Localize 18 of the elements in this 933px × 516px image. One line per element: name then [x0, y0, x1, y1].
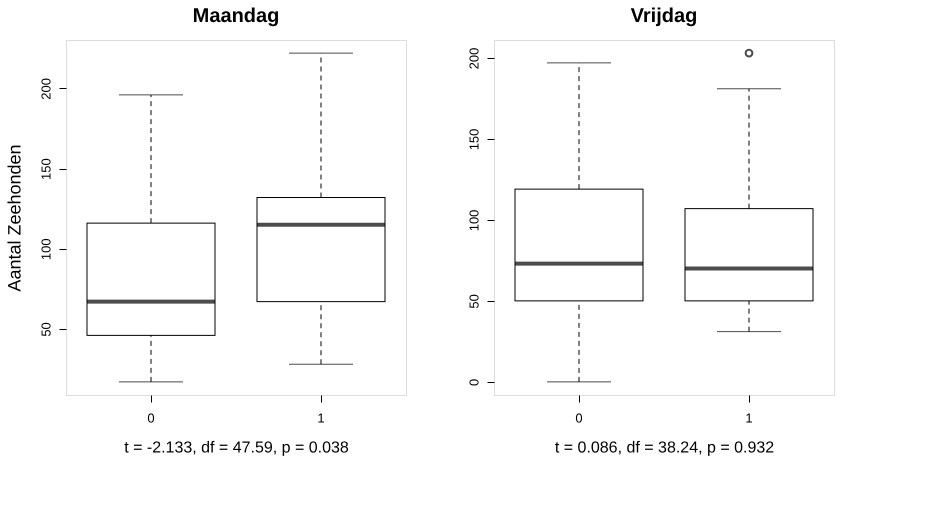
chart-title: Maandag [192, 5, 280, 27]
y-tick-label: 200 [38, 78, 54, 100]
chart-title: Vrijdag [630, 5, 698, 27]
y-tick-label: 100 [38, 238, 54, 260]
x-tick-label: 1 [745, 410, 753, 426]
x-axis-title: t = 0.086, df = 38.24, p = 0.932 [554, 440, 774, 456]
y-tick-label: 0 [466, 378, 482, 386]
x-axis-title: t = -2.133, df = 47.59, p = 0.038 [124, 440, 349, 456]
y-tick-label: 50 [466, 294, 482, 309]
y-tick-label: 50 [38, 322, 54, 337]
x-tick-label: 0 [147, 410, 155, 426]
y-axis-title: Aantal Zeehonden [4, 144, 24, 292]
x-tick-label: 1 [317, 410, 325, 426]
x-tick-label: 0 [575, 410, 583, 426]
y-tick-label: 100 [466, 210, 482, 232]
y-tick-label: 150 [466, 128, 482, 150]
y-tick-label: 150 [38, 158, 54, 180]
y-tick-label: 200 [466, 48, 482, 70]
